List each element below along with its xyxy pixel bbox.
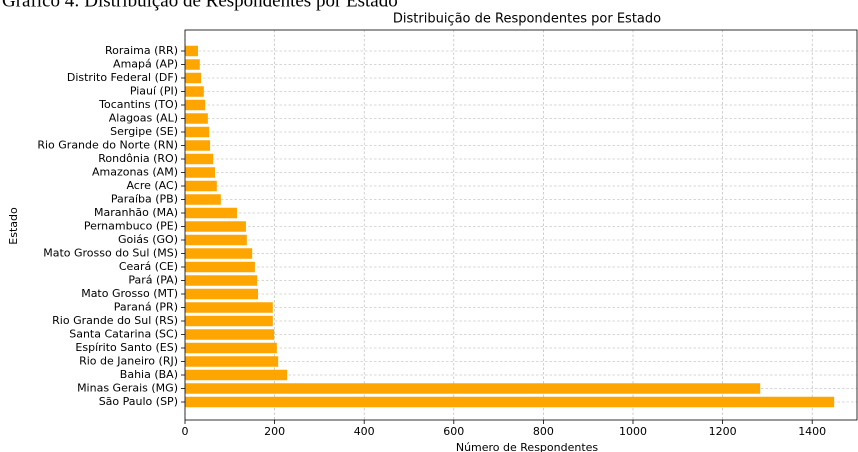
bar — [185, 194, 221, 205]
y-tick-label: Pará (PA) — [128, 274, 178, 287]
y-tick-label: Rio Grande do Sul (RS) — [52, 314, 178, 327]
y-tick-label: Mato Grosso do Sul (MS) — [43, 247, 178, 260]
y-tick-label: Piauí (PI) — [130, 85, 178, 98]
bar — [185, 207, 237, 219]
y-tick-label: Pernambuco (PE) — [84, 220, 178, 233]
bar — [185, 356, 279, 367]
y-tick-label: Acre (AC) — [126, 179, 178, 192]
y-tick-label: Santa Catarina (SC) — [69, 328, 178, 341]
bar — [185, 153, 214, 165]
y-tick-label: Bahia (BA) — [120, 368, 178, 381]
bar — [185, 342, 277, 354]
bar — [185, 126, 210, 138]
caption: Gráfico 4: Distribuição de Respondentes … — [2, 0, 398, 11]
bar — [185, 167, 216, 178]
bar — [185, 275, 258, 286]
y-tick-label: Alagoas (AL) — [109, 112, 178, 125]
bar — [185, 221, 246, 232]
y-tick-label: Tocantins (TO) — [98, 98, 178, 111]
y-tick-label: Espírito Santo (ES) — [75, 341, 178, 354]
y-tick-label: Sergipe (SE) — [110, 125, 178, 138]
y-tick-label: Mato Grosso (MT) — [81, 287, 178, 300]
bar — [185, 302, 273, 313]
y-axis-label: Estado — [7, 207, 20, 245]
x-tick-label: 200 — [264, 425, 285, 438]
y-tick-label: Amazonas (AM) — [92, 166, 178, 179]
bar — [185, 396, 835, 408]
y-tick-label: São Paulo (SP) — [99, 395, 178, 408]
x-tick-label: 1000 — [619, 425, 647, 438]
bar — [185, 72, 202, 84]
y-tick-label: Maranhão (MA) — [94, 206, 178, 219]
y-tick-label: Paraná (PR) — [114, 301, 178, 314]
y-tick-label: Rondônia (RO) — [98, 152, 178, 165]
bar — [185, 180, 217, 192]
y-tick-label: Goiás (GO) — [118, 233, 178, 246]
bar — [185, 261, 255, 273]
x-axis-label: Número de Respondentes — [456, 441, 599, 452]
bar — [185, 140, 211, 151]
bar — [185, 315, 273, 327]
x-tick-label: 0 — [182, 425, 189, 438]
x-tick-label: 400 — [354, 425, 375, 438]
y-tick-label: Distrito Federal (DF) — [67, 71, 178, 84]
x-tick-label: 800 — [533, 425, 554, 438]
bar — [185, 288, 259, 300]
bar — [185, 99, 206, 111]
y-tick-label: Amapá (AP) — [113, 58, 178, 71]
y-tick-label: Ceará (CE) — [119, 260, 178, 273]
bar — [185, 59, 200, 70]
y-tick-label: Minas Gerais (MG) — [77, 382, 178, 395]
bar — [185, 234, 247, 246]
bar — [185, 86, 204, 97]
y-tick-label: Paraíba (PB) — [111, 193, 178, 206]
plot-frame — [184, 29, 858, 421]
bar — [185, 383, 761, 394]
x-tick-label: 1400 — [798, 425, 826, 438]
y-tick-label: Rio de Janeiro (RJ) — [79, 355, 178, 368]
chart-title: Distribuição de Respondentes por Estado — [393, 12, 661, 27]
bar — [185, 248, 253, 259]
bar — [185, 113, 208, 124]
bar — [185, 45, 198, 57]
x-tick-label: 600 — [443, 425, 464, 438]
y-tick-label: Roraima (RR) — [105, 44, 178, 57]
bar — [185, 329, 275, 340]
bar — [185, 369, 288, 381]
x-tick-label: 1200 — [709, 425, 737, 438]
y-tick-label: Rio Grande do Norte (RN) — [37, 139, 178, 152]
